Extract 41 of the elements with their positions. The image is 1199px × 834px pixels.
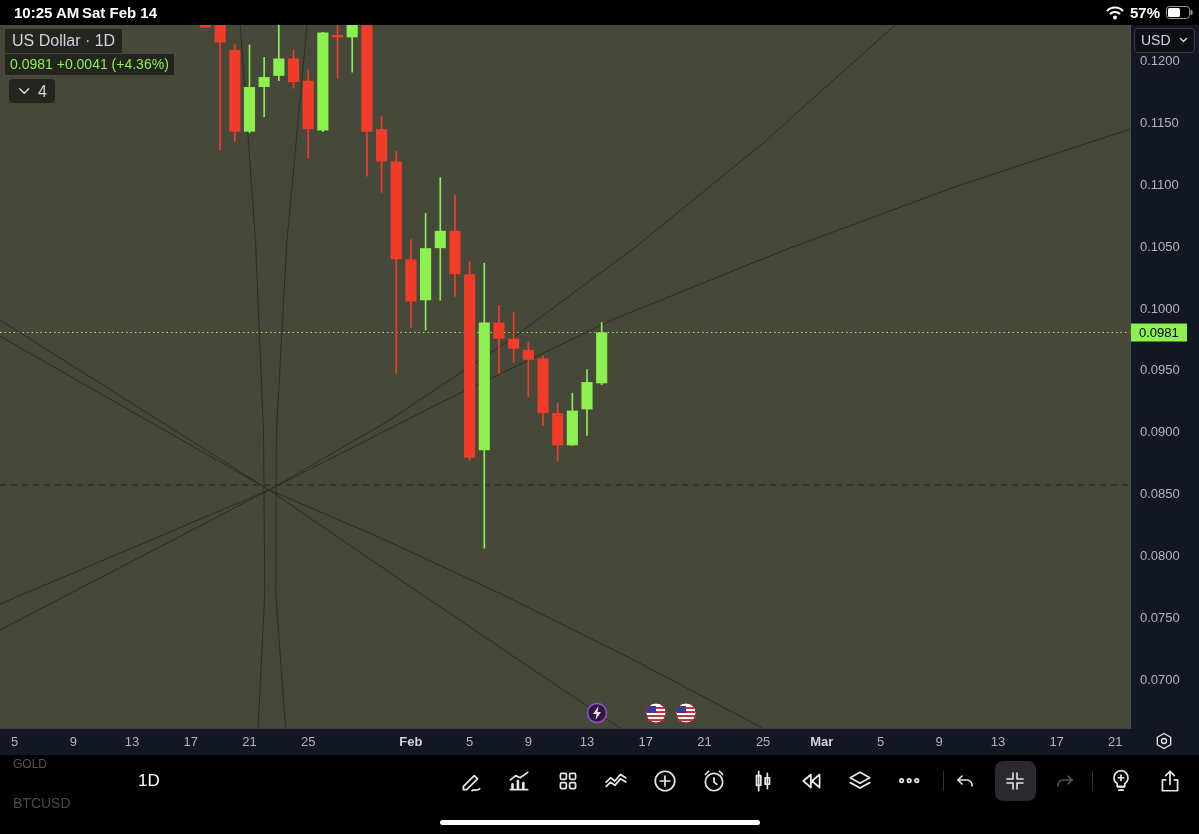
y-tick-label: 0.1000 <box>1140 300 1180 316</box>
x-tick-label: 17 <box>183 734 199 750</box>
y-tick-label: 0.1200 <box>1140 52 1180 68</box>
y-tick-label: 0.0950 <box>1140 362 1180 378</box>
y-tick-label: 0.0900 <box>1140 424 1180 440</box>
x-tick-label: 9 <box>524 734 532 750</box>
x-tick-label: 17 <box>638 734 653 750</box>
chart-title: US Dollar · 1D <box>5 29 123 53</box>
text: 1D <box>138 771 160 792</box>
x-tick-label: 5 <box>876 734 885 750</box>
annotation: 4 <box>38 82 47 102</box>
text: Sat Feb 14 <box>82 4 158 22</box>
x-tick-label: 25 <box>300 734 316 750</box>
x-tick-label: 13 <box>990 734 1006 750</box>
text: 0.0981 +0.0041 (+4.36%) <box>5 54 174 75</box>
x-tick-label: Feb <box>399 734 423 750</box>
x-tick-label: 9 <box>69 734 77 750</box>
text: 10:25 AM <box>14 4 80 22</box>
x-tick-label: 5 <box>465 734 474 750</box>
ref-line-label: 0.0981 <box>1139 325 1179 341</box>
x-tick-label: Mar <box>810 734 834 750</box>
y-tick-label: 0.0800 <box>1140 548 1180 564</box>
text: 57% <box>1130 4 1161 22</box>
x-tick-label: 21 <box>1108 734 1123 750</box>
y-tick-label: 0.0850 <box>1140 486 1180 502</box>
x-tick-label: 25 <box>755 734 771 750</box>
y-tick-label: 0.1150 <box>1140 114 1179 130</box>
y-tick-label: 0.0700 <box>1140 672 1180 688</box>
y-tick-label: 0.1050 <box>1140 238 1180 254</box>
x-tick-label: 9 <box>935 734 943 750</box>
y-tick-label: 0.1100 <box>1140 176 1179 192</box>
x-tick-label: 13 <box>124 734 140 750</box>
x-tick-label: 5 <box>11 734 19 750</box>
x-tick-label: 21 <box>697 734 712 750</box>
x-tick-label: 13 <box>579 734 595 750</box>
x-tick-label: 21 <box>242 734 257 750</box>
text: GOLD <box>13 757 48 772</box>
text: BTCUSD <box>13 795 71 812</box>
text: USD <box>1141 32 1171 49</box>
y-tick-label: 0.0750 <box>1140 610 1180 626</box>
x-tick-label: 17 <box>1049 734 1064 750</box>
